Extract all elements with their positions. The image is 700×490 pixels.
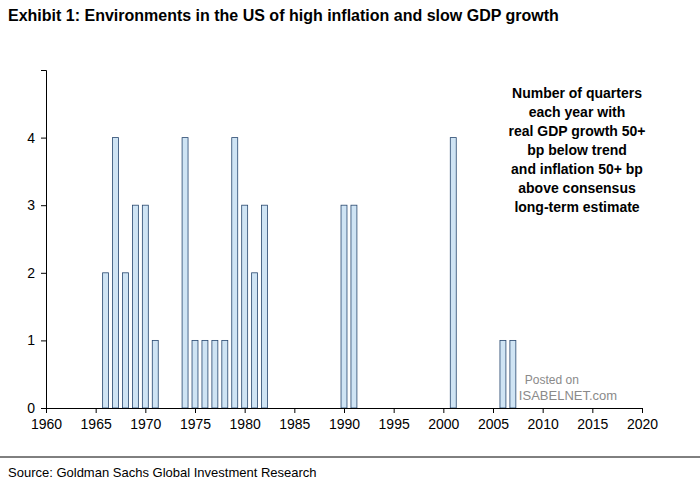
annotation: Number of quarters each year with real GDP… (508, 85, 645, 215)
y-tick-label: 3 (27, 197, 35, 213)
annotation-line: and inflation 50+ bp (511, 161, 643, 177)
annotation-line: Number of quarters (512, 85, 642, 101)
bar (103, 273, 109, 408)
title: Exhibit 1: Environments in the US of hig… (8, 7, 559, 24)
y-tick-label: 1 (27, 332, 35, 348)
x-tick: 1965 (81, 408, 112, 432)
annotation-line: above consensus (518, 180, 636, 196)
x-tick: 1995 (379, 408, 410, 432)
bar (122, 273, 128, 408)
y-tick: 2 (27, 265, 46, 281)
bar (113, 138, 119, 408)
x-tick-label: 1975 (180, 416, 211, 432)
annotation-line: long-term estimate (514, 199, 639, 215)
x-tick-mark (493, 408, 494, 413)
y-tick-label: 4 (27, 130, 35, 146)
bar (252, 273, 258, 408)
plot-area: 1960 1965 1970 1975 1980 1985 1990 1995 2000 2005… (27, 71, 658, 432)
y-tick-mark (41, 408, 46, 409)
y-axis: 0 1 2 3 4 (27, 71, 46, 416)
x-axis: 1960 1965 1970 1975 1980 1985 1990 1995 2000 2005… (31, 408, 658, 432)
bar (142, 205, 148, 408)
bar (341, 205, 347, 408)
chart-container: Exhibit 1: Environments in the US of hig… (0, 0, 700, 490)
bar (222, 340, 228, 408)
annotation-line: real GDP growth 50+ (508, 123, 645, 139)
x-tick-mark (592, 408, 593, 413)
x-tick-label: 2000 (428, 416, 459, 432)
y-tick-mark (41, 340, 46, 341)
x-tick-label: 1965 (81, 416, 112, 432)
x-tick-mark (344, 408, 345, 413)
x-tick-label: 2005 (478, 416, 509, 432)
bar (500, 340, 506, 408)
x-tick: 1980 (230, 408, 261, 432)
bar (510, 340, 516, 408)
x-tick: 1960 (31, 408, 62, 432)
y-tick: 3 (27, 197, 46, 213)
annotation-line: each year with (529, 104, 626, 120)
bar (152, 340, 158, 408)
y-tick-mark (41, 205, 46, 206)
x-tick-label: 1990 (329, 416, 360, 432)
x-tick-mark (642, 408, 643, 413)
x-tick: 1985 (279, 408, 310, 432)
x-tick-label: 1980 (230, 416, 261, 432)
x-tick: 1970 (130, 408, 161, 432)
y-tick-label: 0 (27, 400, 35, 416)
source: Source: Goldman Sachs Global Investment … (8, 465, 317, 480)
bar (192, 340, 198, 408)
watermark: Posted onISABELNET.com (519, 373, 617, 403)
x-tick-mark (394, 408, 395, 413)
x-tick-mark (245, 408, 246, 413)
x-tick: 1975 (180, 408, 211, 432)
chart-svg: Exhibit 1: Environments in the US of hig… (0, 0, 700, 490)
x-tick-label: 1995 (379, 416, 410, 432)
y-tick: 0 (27, 400, 46, 416)
x-tick-label: 1970 (130, 416, 161, 432)
y-tick-mark (41, 138, 46, 139)
bar (182, 138, 188, 408)
x-tick-mark (195, 408, 196, 413)
x-tick-label: 1985 (279, 416, 310, 432)
x-tick-mark (96, 408, 97, 413)
watermark-text: ISABELNET.com (519, 388, 617, 403)
x-tick: 2020 (627, 408, 658, 432)
watermark-text: Posted on (525, 373, 579, 387)
bars (103, 138, 516, 408)
x-tick-mark (145, 408, 146, 413)
y-tick: 1 (27, 332, 46, 348)
bar (242, 205, 248, 408)
x-tick-mark (543, 408, 544, 413)
y-axis-line (41, 71, 47, 409)
bar (262, 205, 268, 408)
source-rule (0, 457, 700, 458)
x-tick: 2000 (428, 408, 459, 432)
x-tick: 1990 (329, 408, 360, 432)
bar (202, 340, 208, 408)
bar (450, 138, 456, 408)
y-tick-mark (41, 273, 46, 274)
x-tick: 2015 (577, 408, 608, 432)
x-tick-mark (443, 408, 444, 413)
bar (132, 205, 138, 408)
x-tick: 2010 (528, 408, 559, 432)
bar (232, 138, 238, 408)
bar (212, 340, 218, 408)
x-tick-label: 2020 (627, 416, 658, 432)
x-tick-label: 2015 (577, 416, 608, 432)
y-tick: 4 (27, 130, 46, 146)
x-tick: 2005 (478, 408, 509, 432)
x-axis-line (47, 409, 643, 414)
x-tick-label: 1960 (31, 416, 62, 432)
x-tick-label: 2010 (528, 416, 559, 432)
x-tick-mark (294, 408, 295, 413)
bar (351, 205, 357, 408)
annotation-line: bp below trend (527, 142, 627, 158)
y-tick-label: 2 (27, 265, 35, 281)
